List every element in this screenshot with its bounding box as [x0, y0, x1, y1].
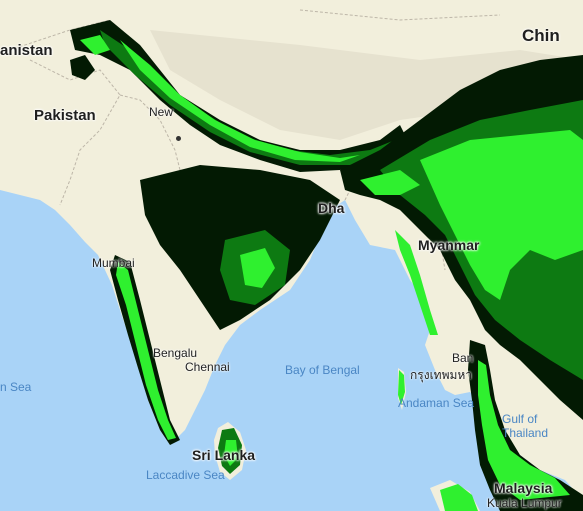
- land-tibetan-plateau: [150, 30, 583, 140]
- forest-cover-overlay: [70, 20, 583, 511]
